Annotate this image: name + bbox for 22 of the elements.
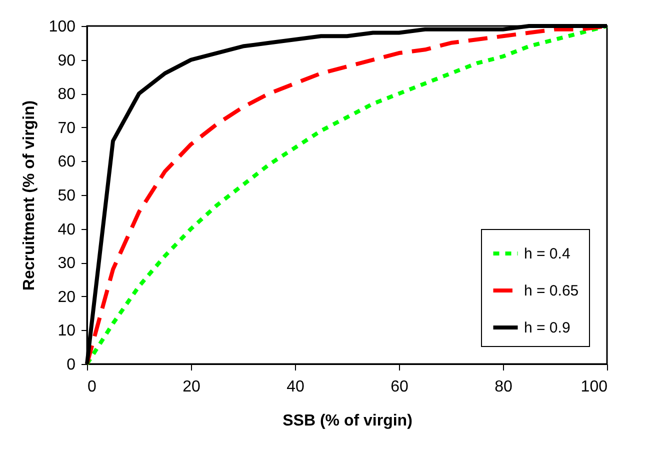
y-tick-label: 60 — [58, 154, 76, 171]
y-tick-label: 70 — [58, 120, 76, 137]
y-tick-label: 30 — [58, 255, 76, 272]
x-tick-label: 20 — [182, 378, 200, 396]
y-tick-label: 20 — [58, 288, 76, 306]
y-tick-label: 50 — [58, 188, 76, 204]
x-axis-title: SSB (% of virgin) — [282, 412, 412, 430]
x-tick-label: 80 — [494, 378, 512, 396]
legend-label: h = 0.4 — [524, 246, 570, 262]
y-axis-title: Recruitment (% of virgin) — [20, 100, 38, 291]
y-tick-label: 100 — [48, 18, 76, 36]
x-tick-label: 60 — [390, 378, 408, 396]
y-tick-label: 10 — [58, 322, 76, 340]
y-tick-label: 0 — [66, 356, 76, 374]
legend-label: h = 0.65 — [524, 282, 579, 300]
y-tick-label: 40 — [58, 221, 76, 238]
y-tick-label: 80 — [58, 86, 76, 104]
x-tick-label: 100 — [580, 378, 608, 396]
y-tick-label: 90 — [58, 52, 76, 70]
x-tick-label: 0 — [88, 378, 96, 396]
x-tick-label: 40 — [286, 378, 304, 396]
legend-label: h = 0.9 — [524, 320, 570, 336]
